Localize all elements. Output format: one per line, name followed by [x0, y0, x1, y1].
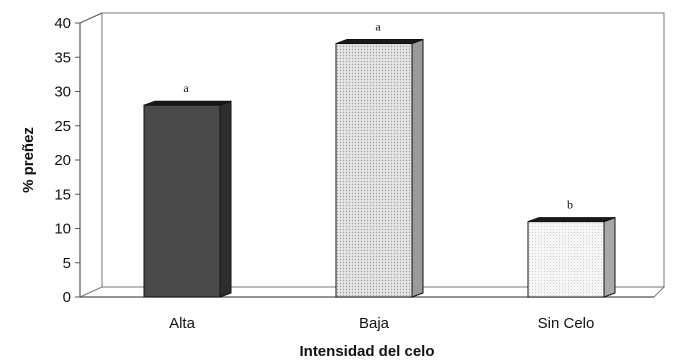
category-label: Sin Celo — [538, 315, 595, 332]
bar-top — [527, 217, 616, 223]
y-tick-label: 0 — [63, 289, 71, 306]
bar-front — [143, 104, 221, 298]
bar-side — [411, 38, 424, 298]
bar-side — [603, 216, 616, 298]
y-axis-depth-top — [79, 12, 103, 24]
bar-front — [335, 43, 413, 298]
bar-sin-celo: b — [527, 198, 616, 298]
bar-baja: a — [335, 20, 424, 298]
category-label: Alta — [169, 315, 196, 332]
bars: a a b — [143, 20, 616, 298]
significance-label: a — [183, 81, 189, 95]
category-labels: Alta Baja Sin Celo — [169, 315, 594, 332]
bar-top — [335, 39, 424, 45]
y-tick-label: 5 — [63, 255, 71, 272]
y-tick-label: 15 — [54, 186, 71, 203]
bar-front — [527, 221, 605, 298]
y-tick-label: 35 — [54, 49, 71, 66]
y-axis-ticks: 0 5 10 15 20 25 30 35 40 — [54, 15, 80, 306]
y-axis-title: % preñez — [20, 127, 37, 193]
category-label: Baja — [359, 315, 390, 332]
bar-side — [219, 100, 232, 298]
y-tick-label: 20 — [54, 152, 71, 169]
y-tick-label: 25 — [54, 118, 71, 135]
bar-alta: a — [143, 81, 232, 298]
bar-top — [143, 100, 232, 106]
significance-label: a — [375, 20, 381, 34]
y-tick-label: 40 — [54, 15, 71, 32]
y-tick-label: 30 — [54, 84, 71, 101]
significance-label: b — [567, 198, 573, 212]
y-tick-label: 10 — [54, 221, 71, 238]
x-axis-title: Intensidad del celo — [299, 343, 434, 360]
